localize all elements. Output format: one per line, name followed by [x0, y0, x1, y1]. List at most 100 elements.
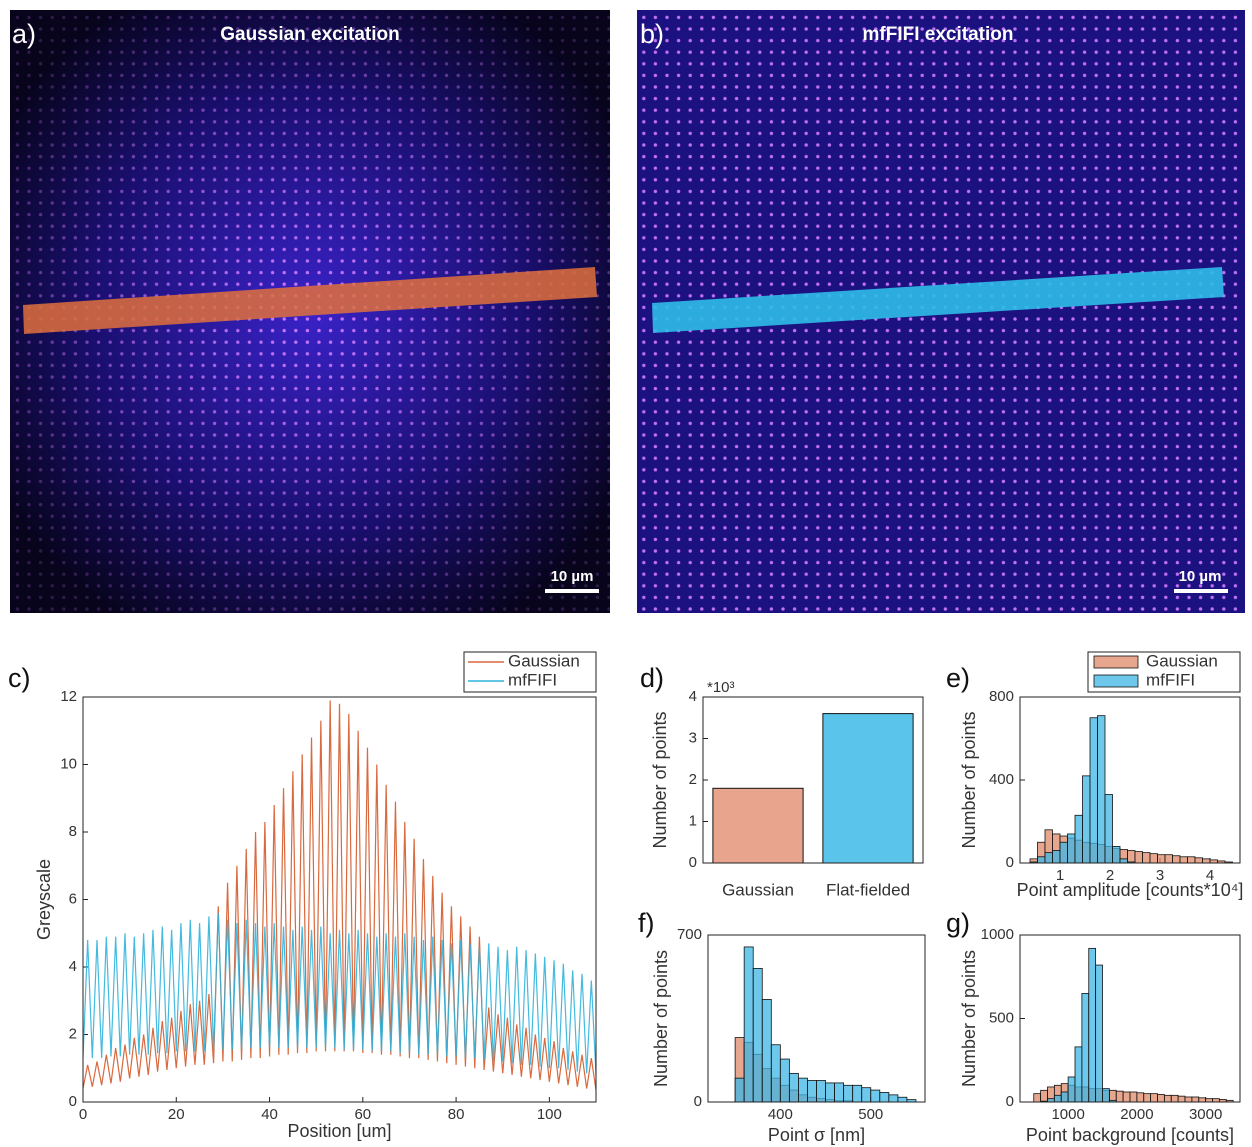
y-tick-label: 12 [60, 688, 77, 705]
hist-bar [743, 946, 754, 1103]
line-series [83, 912, 596, 1076]
hist-bar [897, 1096, 908, 1103]
image-mffifi: 10 µm b) mfFIFI excitation [637, 10, 1245, 613]
hist-bar [1053, 1094, 1062, 1103]
x-tick-label: 80 [448, 1106, 465, 1123]
hist-bar [1177, 1095, 1186, 1103]
hist-bar [1194, 857, 1203, 864]
y-tick-label: 6 [69, 890, 77, 907]
legend-label: Gaussian [508, 651, 580, 670]
panel-label: a) [12, 19, 36, 49]
legend-swatch [1093, 674, 1139, 688]
panel-label: e) [946, 663, 970, 693]
y-tick-label: 0 [1006, 1093, 1014, 1110]
y-tick-label: 4 [689, 688, 697, 705]
axes-frame [702, 696, 924, 864]
x-tick-label: 20 [168, 1106, 185, 1123]
legend-label: Gaussian [1146, 651, 1218, 670]
hist-bar [1143, 1093, 1152, 1103]
axes-frame [82, 696, 597, 1103]
y-tick-label: 2 [689, 771, 697, 788]
hist-bar [1205, 1098, 1213, 1103]
hist-bar [852, 1084, 863, 1103]
hist-bar [1157, 1094, 1165, 1103]
y-multiplier: *10³ [707, 679, 735, 696]
hist-bar [1067, 1076, 1076, 1103]
panel-label: g) [946, 908, 970, 938]
x-tick-label: 500 [858, 1106, 883, 1123]
hist-bar [825, 1082, 835, 1103]
hist-bar [1202, 858, 1211, 864]
hist-bar [834, 1082, 845, 1103]
hist-bar [1150, 1093, 1158, 1103]
y-tick-label: 0 [1006, 854, 1014, 871]
hist-bar [1142, 852, 1151, 864]
hist-bar [1044, 852, 1053, 864]
hist-bar [1115, 1090, 1124, 1103]
y-tick-label: 2 [69, 1025, 77, 1042]
x-tick-label: 2 [1106, 867, 1114, 884]
hist-bar [1198, 1097, 1207, 1103]
hist-bar [1052, 850, 1061, 864]
legend-swatch [1093, 655, 1139, 669]
hist-bar [1059, 841, 1068, 864]
panel-label: d) [640, 663, 664, 693]
hist-bar [788, 1072, 799, 1103]
y-tick-label: 1000 [981, 926, 1014, 943]
hist-bar [1074, 1046, 1083, 1103]
y-tick-label: 700 [677, 926, 702, 943]
x-tick-label: 2000 [1120, 1106, 1153, 1123]
y-tick-label: 8 [69, 823, 77, 840]
y-axis-label: Number of points [650, 711, 670, 848]
x-tick-label: 100 [537, 1106, 562, 1123]
line-series [83, 700, 596, 1091]
bar [712, 787, 804, 864]
axes-frame [707, 934, 926, 1103]
hist-bar [1088, 947, 1097, 1103]
hist-bar [798, 1077, 808, 1103]
y-axis-label: Number of points [959, 950, 979, 1087]
hist-bar [1037, 856, 1046, 864]
hist-bar [761, 999, 772, 1103]
legend-label: mfFIFI [1146, 670, 1195, 689]
hist-bar [1040, 1089, 1048, 1103]
hist-bar [888, 1094, 899, 1103]
axes-background [1020, 935, 1240, 1102]
y-tick-label: 3 [689, 729, 697, 746]
panel-label: c) [8, 663, 31, 693]
hist-bar [1047, 1098, 1055, 1103]
x-tick-label: 1 [1056, 867, 1064, 884]
hist-bar [1097, 715, 1106, 864]
hist-bar [1122, 1091, 1131, 1103]
hist-bar [1172, 855, 1181, 864]
hist-bar [1187, 856, 1196, 864]
hist-bar [1184, 1096, 1193, 1103]
hist-bar [816, 1080, 826, 1103]
y-tick-label: 4 [69, 958, 77, 975]
hist-bar [1170, 1094, 1179, 1103]
hist-bar [879, 1092, 890, 1103]
axes-frame [1019, 934, 1241, 1103]
x-tick-label: 0 [79, 1106, 87, 1123]
scale-label: 10 µm [551, 568, 594, 585]
hist-bar [1104, 794, 1113, 864]
y-tick-label: 0 [694, 1093, 702, 1110]
hist-bar [1179, 856, 1188, 864]
y-tick-label: 800 [989, 688, 1014, 705]
panel-label: f) [638, 908, 655, 938]
hist-bar [1095, 964, 1103, 1103]
y-tick-label: 0 [69, 1093, 77, 1110]
y-axis-label: Number of points [651, 950, 671, 1087]
hist-bar [1089, 717, 1098, 864]
x-axis-label: Point background [counts] [1026, 1125, 1234, 1145]
x-tick-label: 4 [1206, 867, 1214, 884]
hist-bar [870, 1089, 881, 1103]
x-tick-label: Flat-fielded [826, 880, 910, 899]
panel-label: b) [640, 19, 664, 49]
y-tick-label: 0 [689, 854, 697, 871]
x-tick-label: 3 [1156, 867, 1164, 884]
hist-bar [861, 1087, 872, 1103]
hist-bar [1129, 1091, 1138, 1103]
x-axis-label: Position [um] [287, 1121, 391, 1141]
